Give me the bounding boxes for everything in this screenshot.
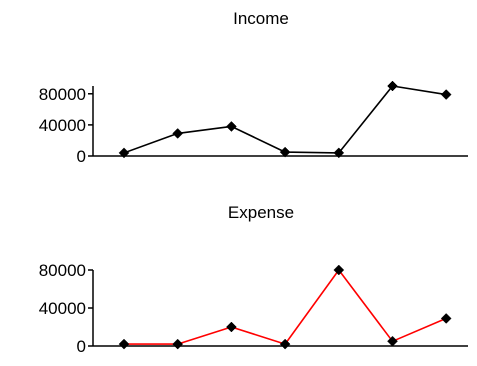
expense-series [118, 264, 452, 350]
chart-title: Expense [228, 203, 294, 222]
expense-chart: Expense 0 40000 80000 [39, 203, 468, 356]
data-point-marker [333, 147, 345, 159]
data-point-marker [118, 338, 130, 350]
data-point-marker [279, 338, 291, 350]
data-point-marker [226, 321, 237, 333]
y-tick-label: 80000 [39, 261, 86, 280]
data-point-marker [440, 313, 452, 324]
y-ticks: 0 40000 80000 [39, 261, 93, 356]
y-tick-label: 80000 [39, 85, 86, 104]
y-tick-label: 0 [77, 337, 86, 356]
y-ticks: 0 40000 80000 [39, 85, 93, 166]
chart-title: Income [233, 9, 289, 28]
data-point-marker [279, 146, 291, 158]
income-series [118, 80, 452, 159]
data-point-marker [387, 80, 398, 92]
data-point-marker [333, 264, 345, 276]
series-line [123, 85, 447, 154]
y-tick-label: 0 [77, 147, 86, 166]
y-tick-label: 40000 [39, 299, 86, 318]
data-point-marker [387, 335, 398, 347]
data-point-marker [172, 128, 184, 139]
data-point-marker [118, 147, 130, 159]
y-tick-label: 40000 [39, 116, 86, 135]
data-point-marker [440, 89, 452, 100]
data-point-marker [226, 121, 237, 132]
series-line [124, 269, 447, 345]
data-point-marker [172, 338, 184, 350]
income-chart: Income 0 40000 80000 [39, 9, 468, 166]
